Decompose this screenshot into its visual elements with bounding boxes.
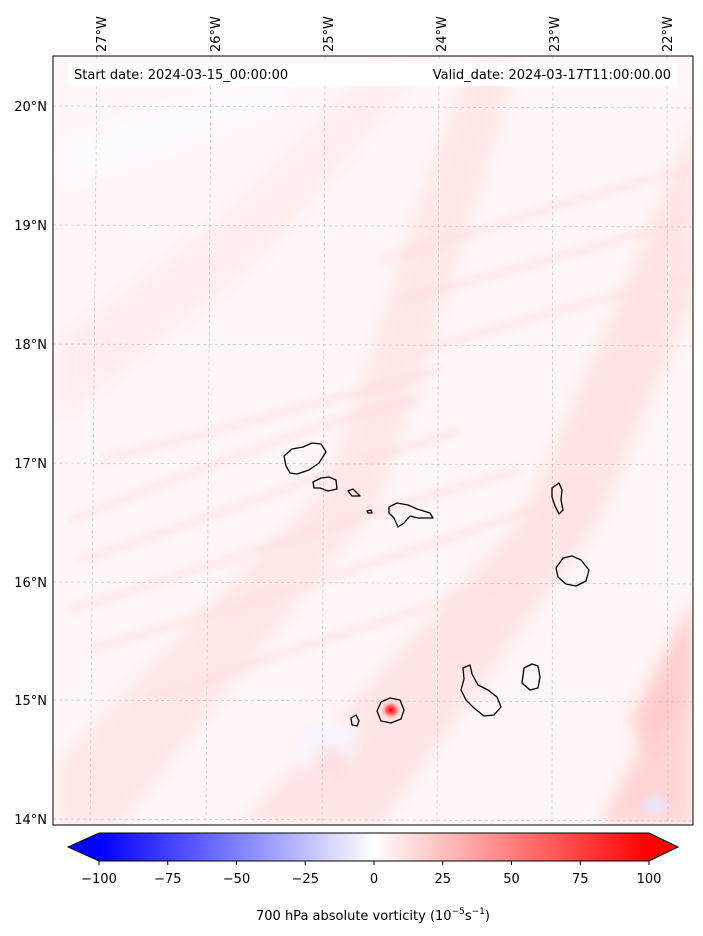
island-sal: [551, 482, 564, 515]
island-sao-nicolau: [388, 502, 434, 528]
longitude-labels: 27°W 26°W 25°W 24°W 23°W 22°W: [95, 16, 676, 52]
lon-label-22w: 22°W: [661, 16, 676, 52]
colorbar-title-main: 700 hPa absolute vorticity (10: [256, 909, 452, 924]
colorbar-title-end: ): [485, 909, 490, 924]
colorbar-tick-label: 0: [370, 872, 378, 887]
gridlines: [53, 56, 693, 825]
colorbar-title-exp2: −1: [472, 907, 485, 917]
lat-label-16n: 16°N: [14, 576, 47, 591]
colorbar-tick-label: 25: [434, 872, 451, 887]
valid-date-label: Valid_date: 2024-03-17T11:00:00.00: [433, 68, 671, 83]
island-branco: [366, 509, 373, 514]
lat-label-20n: 20°N: [14, 100, 47, 115]
island-fogo: [376, 697, 405, 724]
island-boa-vista: [555, 555, 590, 587]
lon-label-23w: 23°W: [548, 16, 563, 52]
lat-label-14n: 14°N: [14, 813, 47, 828]
island-santo-antao: [283, 442, 327, 475]
colorbar-tick-label: 100: [637, 872, 662, 887]
island-santiago: [460, 664, 502, 717]
lon-label-24w: 24°W: [435, 16, 450, 52]
lat-label-18n: 18°N: [14, 338, 47, 353]
colorbar-gradient: [99, 833, 649, 861]
info-box: [68, 62, 677, 86]
lon-label-27w: 27°W: [95, 16, 110, 52]
island-santa-luzia: [347, 488, 361, 497]
start-date-label: Start date: 2024-03-15_00:00:00: [74, 68, 288, 83]
colorbar-extend-max: [649, 833, 678, 861]
vorticity-maximum: [380, 700, 402, 720]
vorticity-minimum: [643, 797, 667, 813]
colorbar-tick-label: 75: [572, 872, 589, 887]
island-brava: [350, 714, 360, 727]
map-frame: [52, 55, 694, 826]
island-maio: [521, 663, 541, 691]
colorbar: −100 −75 −50 −25 0 25 50 75 100 700 hPa absolute…: [66, 832, 680, 924]
colorbar-title-mid: s: [465, 909, 472, 924]
colorbar-title-exp1: −5: [452, 907, 465, 917]
colorbar-tick-label: −50: [223, 872, 250, 887]
island-sao-vicente: [312, 476, 338, 492]
colorbar-tick-label: −100: [81, 872, 117, 887]
lon-label-25w: 25°W: [322, 16, 337, 52]
colorbar-tick-label: 50: [503, 872, 520, 887]
lat-label-19n: 19°N: [14, 219, 47, 234]
colorbar-title: 700 hPa absolute vorticity (10−5s−1): [256, 907, 490, 924]
map-area: Start date: 2024-03-15_00:00:00 Valid_da…: [53, 56, 693, 825]
colorbar-ticks: −100 −75 −50 −25 0 25 50 75 100: [81, 861, 661, 887]
colorbar-tick-label: −75: [154, 872, 181, 887]
island-outlines: [283, 442, 590, 727]
colorbar-tick-label: −25: [292, 872, 319, 887]
lon-label-26w: 26°W: [209, 16, 224, 52]
lat-label-17n: 17°N: [14, 457, 47, 472]
vorticity-lines: [68, 167, 691, 703]
lat-label-15n: 15°N: [14, 694, 47, 709]
colorbar-extend-min: [68, 833, 99, 861]
latitude-labels: 20°N 19°N 18°N 17°N 16°N 15°N 14°N: [14, 100, 47, 828]
